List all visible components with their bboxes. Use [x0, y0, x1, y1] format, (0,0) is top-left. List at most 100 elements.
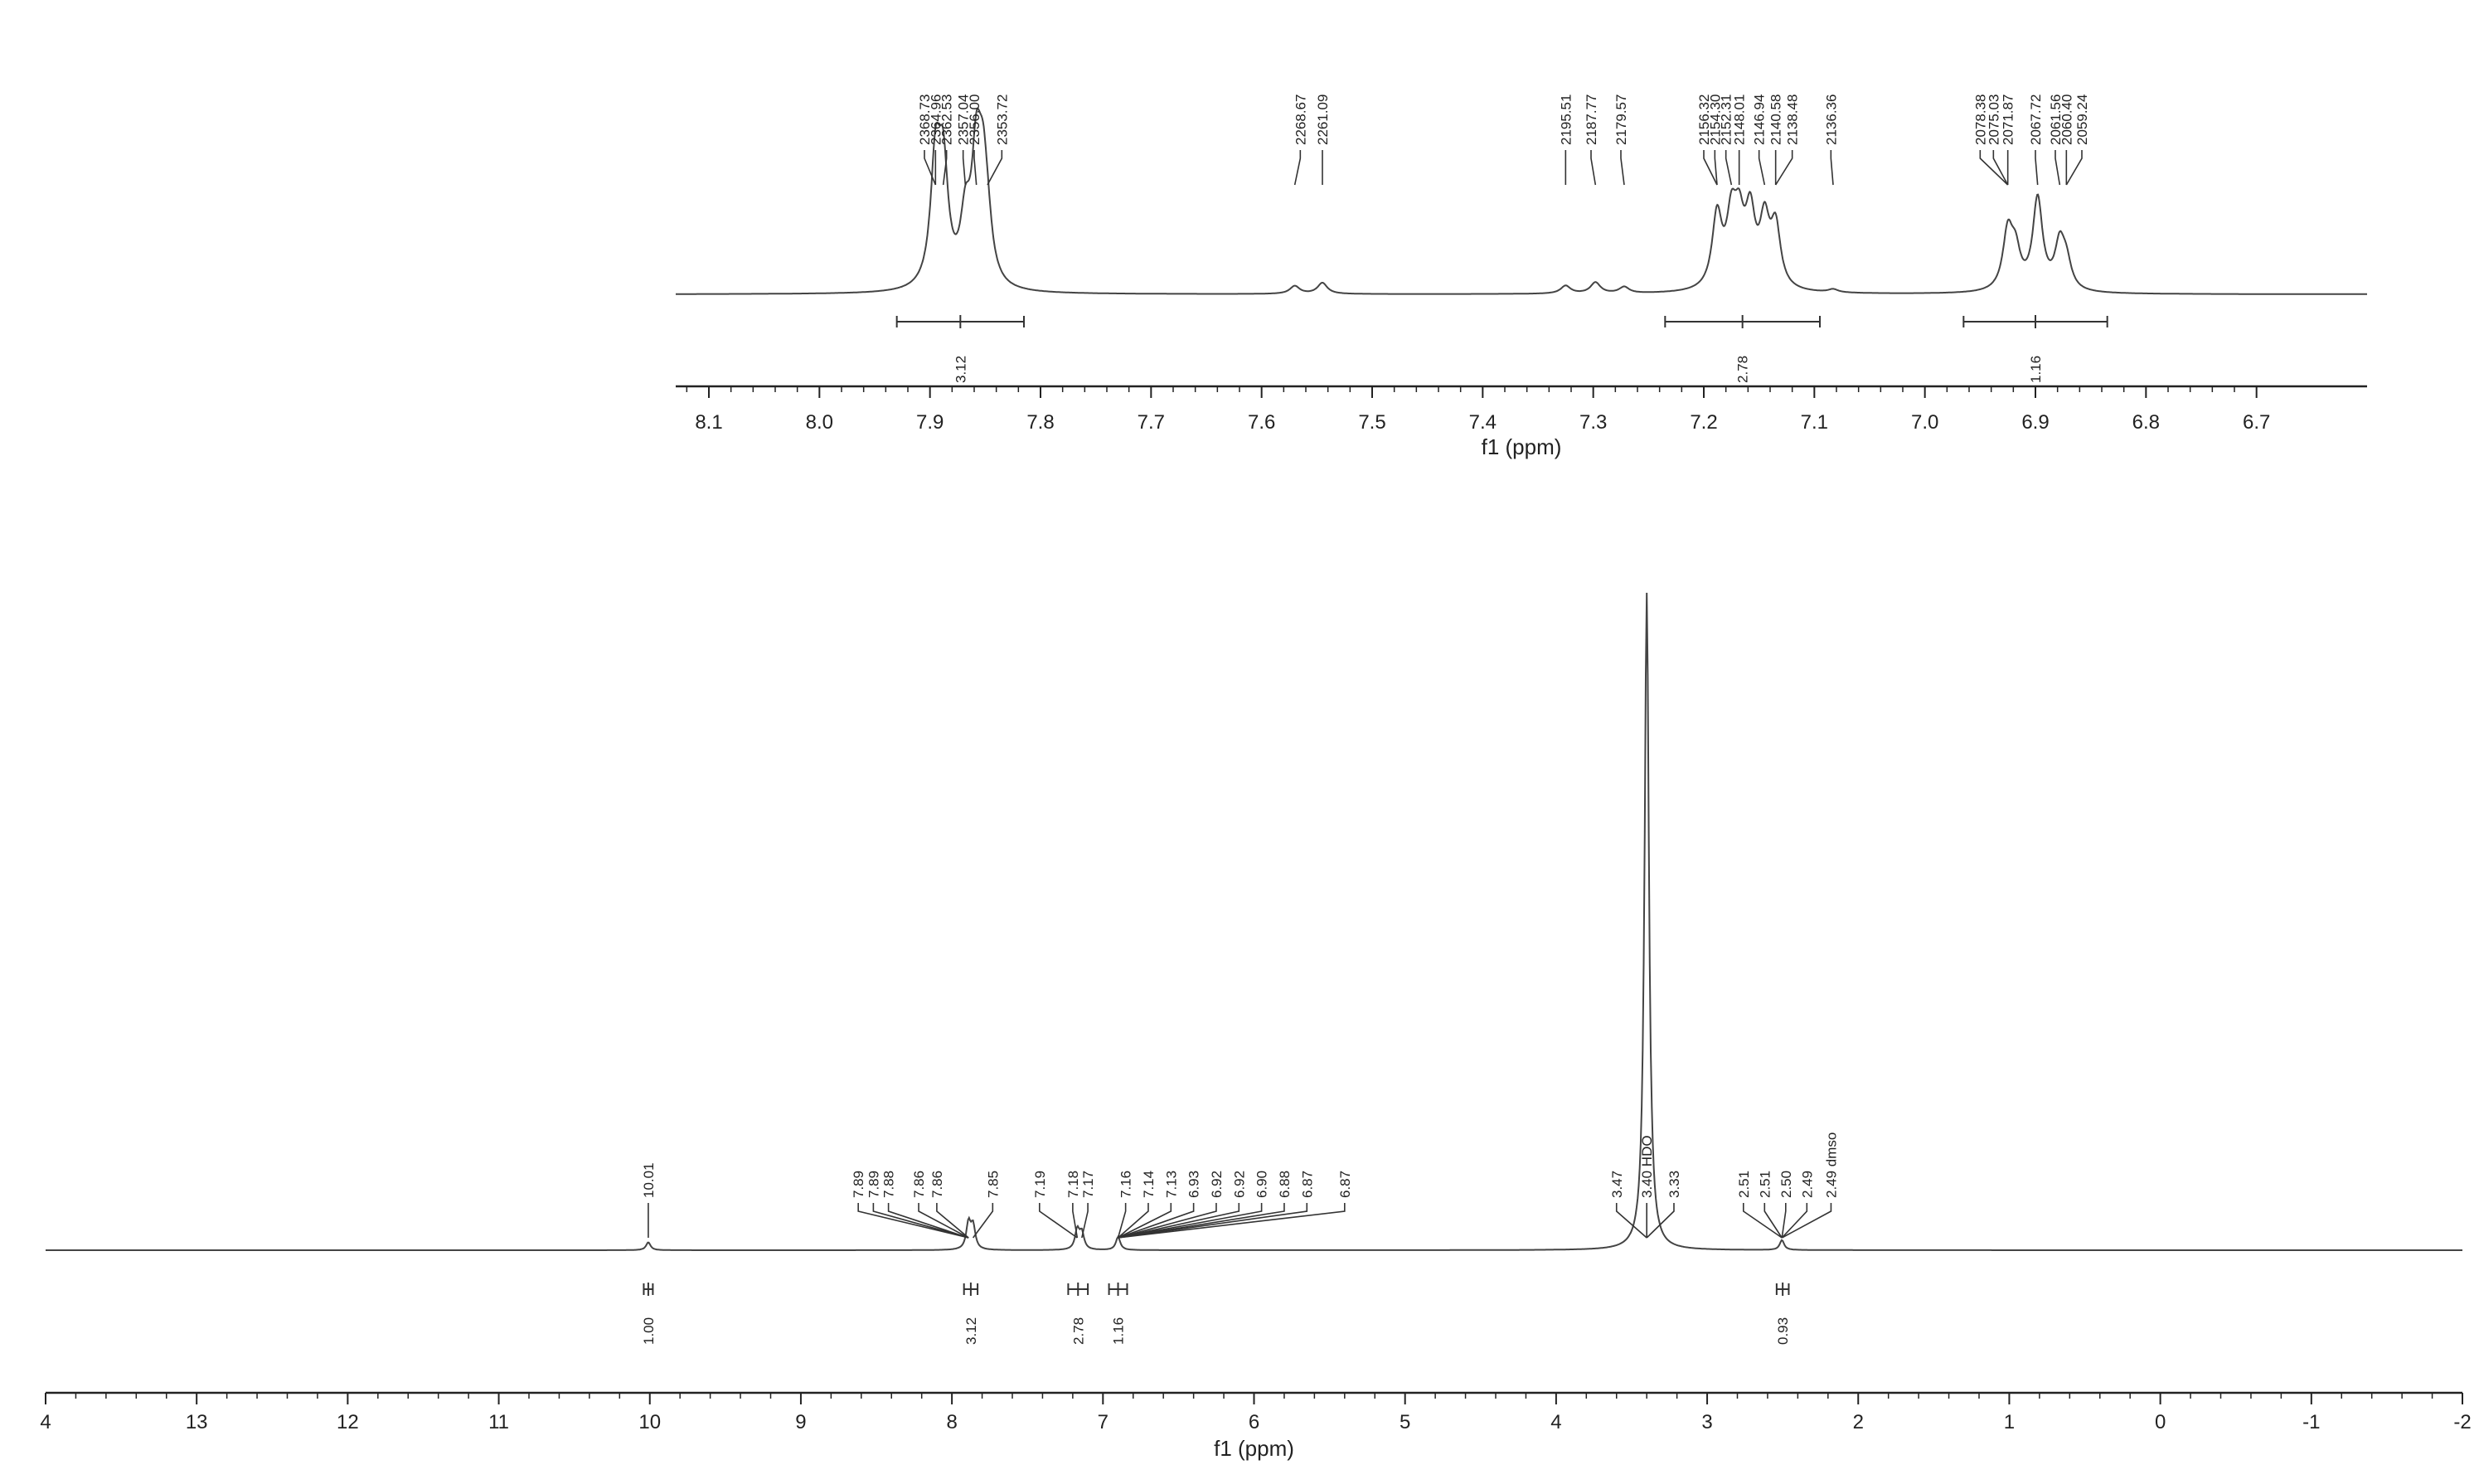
x-axis-title: f1 (ppm)	[1482, 434, 1562, 459]
integral-label: 2.78	[1735, 356, 1751, 383]
peak-label: 6.88	[1277, 1171, 1293, 1198]
peak-label: 2140.58	[1768, 95, 1784, 145]
peak-label-leader	[1781, 1203, 1832, 1239]
integral-label: 1.00	[641, 1317, 657, 1345]
peak-label: 2.51	[1757, 1171, 1773, 1198]
peak-label-leader	[1763, 1203, 1783, 1239]
peak-label: 10.01	[641, 1162, 657, 1198]
x-axis-tick-label: 13	[186, 1411, 208, 1433]
peak-label-leader	[962, 150, 967, 186]
peak-label: 2061.56	[2048, 95, 2064, 145]
x-axis-tick-label: 7.2	[1690, 411, 1717, 434]
x-axis-tick-label: 7	[1098, 1411, 1109, 1433]
peak-label: 3.40 HDO	[1639, 1135, 1655, 1198]
peak-label: 7.18	[1065, 1171, 1081, 1198]
peak-label: 2364.96	[928, 95, 944, 145]
peak-label: 7.16	[1118, 1171, 1134, 1198]
peak-label-leader	[1703, 150, 1718, 186]
peak-label-leader	[1615, 1203, 1647, 1239]
peak-label-leader	[872, 1203, 969, 1239]
integral-label: 3.12	[963, 1317, 979, 1345]
peak-label: 6.90	[1254, 1171, 1270, 1198]
x-axis-tick-label: 1	[2004, 1411, 2015, 1433]
x-axis-tick-label: 7.7	[1138, 411, 1165, 434]
peak-label: 2067.72	[2028, 95, 2044, 145]
x-axis-tick-label: 7.6	[1248, 411, 1275, 434]
integral-label: 1.16	[1111, 1317, 1127, 1345]
peak-label-leader	[1118, 1203, 1346, 1239]
peak-label: 2148.01	[1732, 95, 1748, 145]
x-axis-tick-label: -2	[2453, 1411, 2471, 1433]
peak-label: 3.33	[1666, 1171, 1682, 1198]
peak-label-leader	[1117, 1203, 1127, 1239]
peak-label-leader	[1590, 150, 1597, 186]
peak-label: 7.89	[866, 1171, 881, 1198]
peak-label-leader	[918, 1203, 969, 1239]
peak-label-leader	[936, 1203, 969, 1239]
peak-label-leader	[1781, 1203, 1808, 1239]
peak-label: 2.49 dmso	[1823, 1132, 1839, 1198]
peak-label: 7.17	[1080, 1171, 1096, 1198]
x-axis-tick-label: 7.8	[1026, 411, 1054, 434]
peak-label: 6.87	[1337, 1171, 1353, 1198]
peak-label-leader	[1992, 150, 2009, 186]
x-axis-tick-label: 7.1	[1801, 411, 1828, 434]
peak-label: 2362.53	[939, 95, 955, 145]
x-axis-tick-label: 8.1	[695, 411, 722, 434]
x-axis-tick-label: 5	[1400, 1411, 1410, 1433]
x-axis-tick-label: 10	[638, 1411, 661, 1433]
x-axis-tick-label: 2	[1853, 1411, 1864, 1433]
peak-label-leader	[887, 1203, 969, 1239]
peak-label-leader	[987, 150, 1003, 186]
peak-label: 2187.77	[1584, 95, 1599, 145]
x-axis-tick-label: 6.7	[2243, 411, 2270, 434]
x-axis-tick-label: 8	[946, 1411, 957, 1433]
peak-label-leader	[1758, 150, 1766, 186]
peak-label: 2268.67	[1293, 95, 1308, 145]
x-axis-tick-label: 3	[1701, 1411, 1712, 1433]
peak-label: 7.88	[881, 1171, 897, 1198]
peak-label-leader	[2035, 150, 2039, 186]
spectrum-trace	[46, 592, 2462, 1251]
peak-label-leader	[942, 150, 948, 186]
x-axis-tick-label: 6.9	[2021, 411, 2049, 434]
x-axis-tick-label: 11	[488, 1411, 509, 1433]
x-axis-tick-label: 8.0	[806, 411, 833, 434]
peak-label: 2156.32	[1696, 95, 1712, 145]
peak-label: 2136.36	[1823, 95, 1839, 145]
peak-label: 7.85	[985, 1171, 1001, 1198]
peak-label-leader	[1293, 150, 1302, 186]
x-axis-tick-label: 7.3	[1579, 411, 1607, 434]
peak-label-leader	[1118, 1203, 1172, 1239]
peak-label: 2154.30	[1707, 95, 1723, 145]
x-axis-tick-label: 7.5	[1358, 411, 1385, 434]
peak-label: 2078.38	[1972, 95, 1988, 145]
peak-label: 2071.87	[2001, 95, 2016, 145]
peak-label-leader	[1781, 1203, 1787, 1239]
integral-label: 3.12	[953, 356, 968, 383]
peak-label-leader	[1118, 1203, 1240, 1239]
x-axis-tick-label: 4	[1550, 1411, 1561, 1433]
peak-label: 7.86	[911, 1171, 927, 1198]
peak-label: 2195.51	[1558, 95, 1574, 145]
peak-label: 2.50	[1778, 1171, 1794, 1198]
peak-label-leader	[1118, 1203, 1217, 1239]
x-axis-title: f1 (ppm)	[1214, 1436, 1294, 1461]
peak-label: 7.89	[851, 1171, 866, 1198]
peak-label-leader	[857, 1203, 969, 1239]
full-spectrum-panel: 10.01 7.89 7.89 7.88 7.86 7.86 7.85 7.19 7.18 7.1…	[40, 592, 2472, 1461]
peak-label: 2261.09	[1315, 95, 1331, 145]
peak-label: 6.92	[1231, 1171, 1247, 1198]
x-axis-tick-label: 7.0	[1911, 411, 1938, 434]
peak-label: 2353.72	[994, 95, 1010, 145]
peak-label-leader	[1646, 1203, 1675, 1239]
peak-label-leader	[1774, 150, 1793, 186]
peak-label-leader	[973, 150, 978, 186]
peak-label-leader	[1742, 1203, 1783, 1239]
x-axis-tick-label: 4	[40, 1411, 51, 1433]
peak-label-leader	[1081, 1203, 1089, 1239]
peak-label: 7.14	[1141, 1171, 1157, 1198]
peak-label-leader	[1725, 150, 1733, 186]
peak-label-leader	[1118, 1203, 1149, 1239]
peak-label: 2357.04	[956, 95, 972, 145]
